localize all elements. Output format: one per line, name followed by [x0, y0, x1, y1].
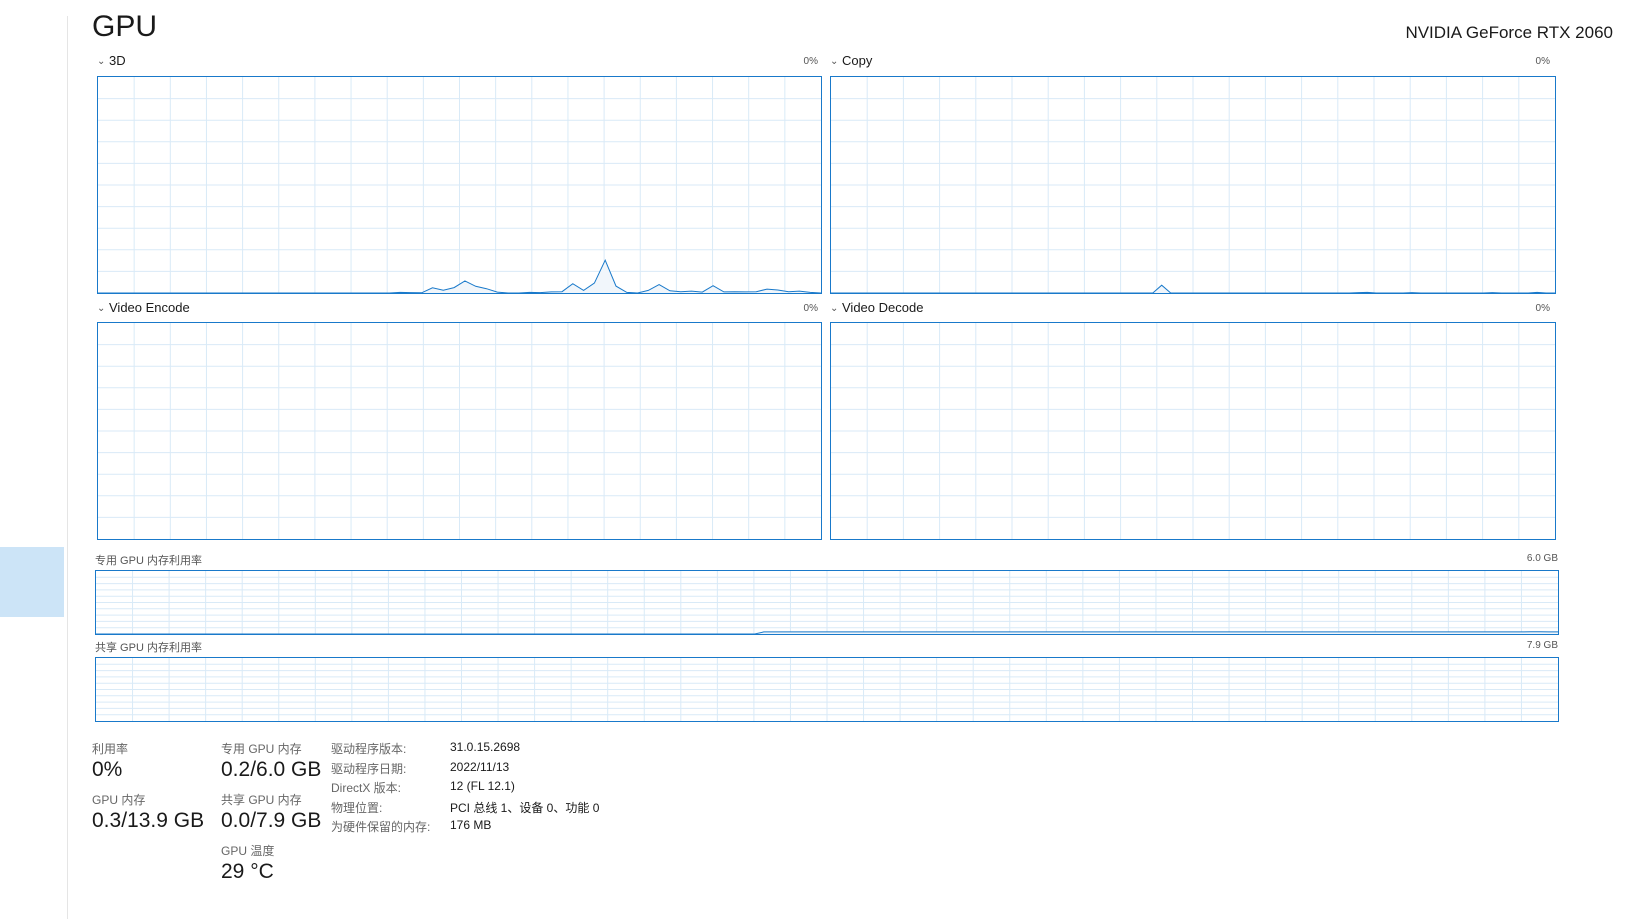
chevron-down-icon[interactable]: ⌄	[97, 303, 107, 314]
property-value: 176 MB	[450, 818, 491, 832]
dedicated-memory-label: 专用 GPU 内存利用率	[95, 552, 202, 568]
graph-selector-copy: Copy	[842, 53, 872, 68]
property-value: 31.0.15.2698	[450, 740, 520, 754]
sidebar-selected-item[interactable]	[0, 547, 64, 617]
property-value: PCI 总线 1、设备 0、功能 0	[450, 799, 599, 816]
property-key: 驱动程序版本:	[331, 740, 406, 757]
property-key: 驱动程序日期:	[331, 760, 406, 777]
gpu-temperature-value: 29 °C	[221, 860, 274, 884]
shared-memory-label: 共享 GPU 内存利用率	[95, 639, 202, 655]
property-key: 为硬件保留的内存:	[331, 818, 430, 835]
shared-memory-stat-value: 0.0/7.9 GB	[221, 809, 321, 833]
chevron-down-icon[interactable]: ⌄	[830, 303, 840, 314]
dedicated-memory-stat-label: 专用 GPU 内存	[221, 740, 302, 757]
graph-video-encode	[97, 322, 822, 540]
graph-percent-copy: 0%	[1512, 56, 1550, 67]
graph-header-3d[interactable]: ⌄ 3D	[97, 53, 126, 71]
gpu-temperature-label: GPU 温度	[221, 842, 274, 859]
shared-memory-stat-label: 共享 GPU 内存	[221, 791, 302, 808]
sidebar-divider	[67, 16, 68, 919]
dedicated-memory-stat-value: 0.2/6.0 GB	[221, 758, 321, 782]
page-title: GPU	[92, 10, 157, 44]
utilization-label: 利用率	[92, 740, 128, 757]
gpu-device-name: NVIDIA GeForce RTX 2060	[1405, 23, 1613, 43]
graph-header-copy[interactable]: ⌄ Copy	[830, 53, 872, 71]
graph-video-decode	[830, 322, 1556, 540]
graph-shared-memory	[95, 657, 1559, 722]
gpu-memory-label: GPU 内存	[92, 791, 145, 808]
graph-selector-video-decode: Video Decode	[842, 300, 923, 315]
property-key: 物理位置:	[331, 799, 382, 816]
chevron-down-icon[interactable]: ⌄	[97, 56, 107, 67]
graph-percent-video-decode: 0%	[1512, 303, 1550, 314]
graph-percent-video-encode: 0%	[780, 303, 818, 314]
gpu-memory-value: 0.3/13.9 GB	[92, 809, 204, 833]
graph-header-video-encode[interactable]: ⌄ Video Encode	[97, 300, 190, 318]
graph-3d	[97, 76, 822, 294]
shared-memory-max: 7.9 GB	[1480, 640, 1558, 651]
utilization-value: 0%	[92, 758, 122, 782]
graph-copy	[830, 76, 1556, 294]
graph-header-video-decode[interactable]: ⌄ Video Decode	[830, 300, 923, 318]
property-key: DirectX 版本:	[331, 779, 401, 796]
property-value: 2022/11/13	[450, 760, 509, 774]
graph-selector-video-encode: Video Encode	[109, 300, 190, 315]
graph-percent-3d: 0%	[780, 56, 818, 67]
chevron-down-icon[interactable]: ⌄	[830, 56, 840, 67]
graph-selector-3d: 3D	[109, 53, 126, 68]
graph-dedicated-memory	[95, 570, 1559, 635]
property-value: 12 (FL 12.1)	[450, 779, 515, 793]
dedicated-memory-max: 6.0 GB	[1480, 553, 1558, 564]
